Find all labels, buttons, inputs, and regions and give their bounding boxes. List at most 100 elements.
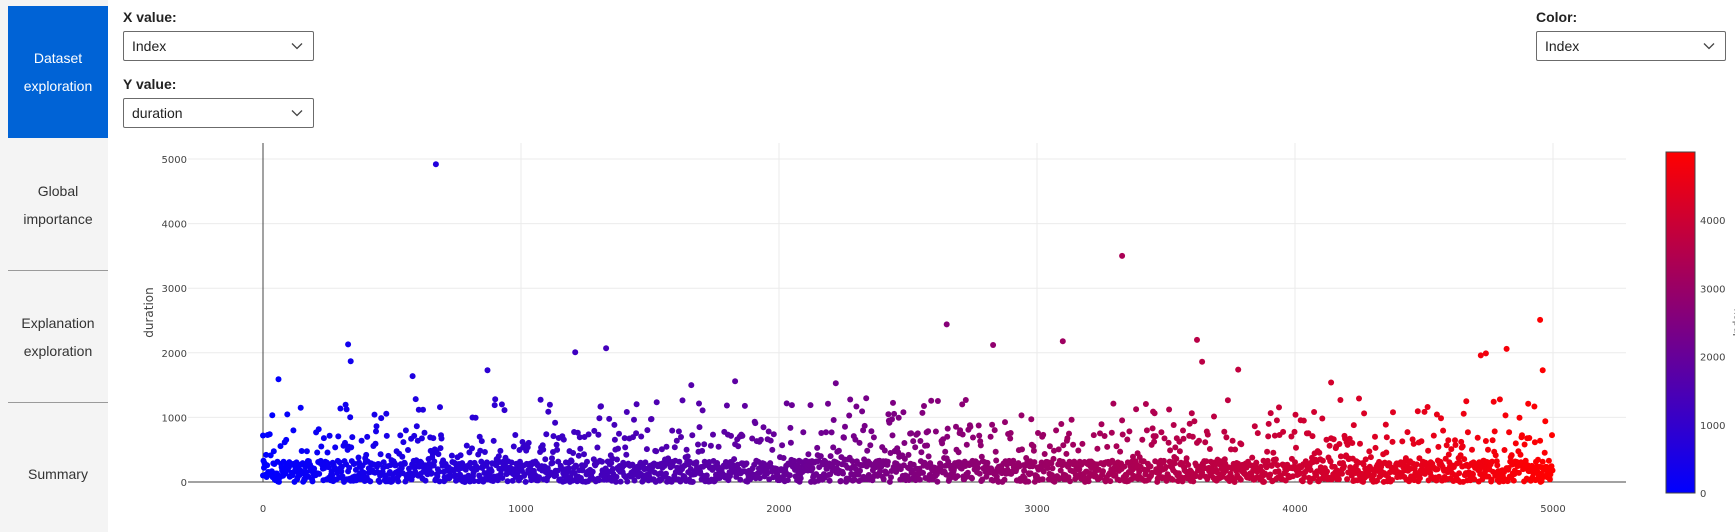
data-point	[1438, 415, 1444, 422]
data-point	[739, 432, 746, 439]
data-point	[560, 436, 567, 443]
data-point	[990, 477, 997, 484]
data-point	[1107, 478, 1114, 485]
data-point	[1516, 414, 1523, 421]
data-point	[1327, 458, 1334, 465]
data-point	[1204, 431, 1211, 438]
data-point	[631, 416, 637, 423]
data-point	[318, 443, 325, 450]
data-point	[797, 475, 804, 482]
nav-dataset-exploration[interactable]: Dataset exploration	[8, 6, 108, 138]
data-point	[964, 469, 971, 476]
data-point	[969, 475, 975, 482]
data-point	[1031, 459, 1038, 466]
data-point	[787, 439, 794, 446]
data-point	[1075, 447, 1082, 454]
data-point	[1185, 461, 1192, 468]
data-point	[1510, 477, 1517, 484]
data-point	[613, 473, 620, 480]
data-point	[1326, 442, 1333, 449]
data-point	[303, 448, 310, 455]
data-point	[1136, 468, 1143, 475]
data-point	[1356, 395, 1362, 402]
data-point	[1030, 447, 1037, 454]
data-point	[1545, 457, 1552, 464]
nav-global-importance[interactable]: Global importance	[8, 140, 108, 270]
data-point	[779, 442, 786, 449]
data-point	[1335, 476, 1342, 483]
data-point	[1270, 449, 1277, 456]
data-point	[976, 432, 983, 439]
data-point	[900, 409, 907, 416]
data-point	[1090, 432, 1097, 439]
data-point	[653, 399, 660, 406]
data-point	[1414, 408, 1421, 415]
data-point	[1324, 468, 1330, 475]
data-point	[436, 468, 442, 475]
data-point	[348, 444, 355, 451]
y-value-dropdown[interactable]: duration	[123, 98, 314, 128]
data-point	[921, 403, 927, 409]
data-point	[658, 446, 665, 453]
data-point	[938, 463, 944, 470]
data-point	[1425, 447, 1432, 454]
data-point	[335, 433, 342, 440]
data-point	[1176, 448, 1183, 455]
data-point	[1280, 428, 1287, 435]
data-point	[1489, 437, 1496, 444]
data-point	[498, 401, 505, 408]
data-point	[1007, 430, 1014, 436]
data-point	[684, 453, 691, 460]
data-point	[315, 426, 322, 433]
data-point	[944, 433, 951, 440]
data-point	[463, 442, 470, 449]
data-point	[413, 423, 420, 430]
color-dropdown[interactable]: Index	[1536, 31, 1726, 61]
data-point	[1121, 463, 1128, 470]
data-point	[1267, 471, 1274, 478]
data-point	[432, 161, 439, 168]
data-point	[1199, 358, 1206, 365]
x-value-dropdown[interactable]: Index	[123, 31, 314, 61]
data-point	[1512, 440, 1519, 447]
data-point	[611, 421, 618, 428]
data-point	[688, 382, 695, 389]
data-point	[1027, 470, 1034, 477]
data-point	[967, 423, 974, 430]
data-point	[472, 414, 479, 421]
data-point	[992, 448, 999, 455]
data-point	[336, 459, 343, 466]
data-point	[631, 477, 638, 484]
data-point	[1537, 437, 1544, 444]
data-point	[1249, 454, 1256, 461]
data-point	[477, 447, 484, 454]
data-point	[342, 439, 348, 446]
data-point	[436, 478, 443, 485]
nav-explanation-exploration[interactable]: Explanation exploration	[8, 272, 108, 402]
data-point	[325, 464, 332, 471]
data-point	[1330, 436, 1337, 443]
data-point	[552, 419, 559, 426]
data-point	[1367, 454, 1374, 461]
data-point	[1030, 443, 1037, 450]
data-point	[400, 439, 407, 446]
data-point	[817, 453, 824, 460]
data-point	[1264, 448, 1271, 455]
data-point	[504, 478, 511, 485]
data-point	[1440, 427, 1447, 434]
data-point	[297, 404, 304, 411]
data-point	[478, 438, 485, 445]
data-point	[1119, 431, 1126, 438]
data-point	[852, 436, 859, 443]
data-point	[1542, 418, 1549, 425]
data-point	[270, 448, 277, 455]
data-point	[512, 432, 519, 438]
nav-summary[interactable]: Summary	[8, 404, 108, 508]
colorbar-tick-label: 4000	[1700, 216, 1725, 227]
data-point	[1409, 436, 1416, 443]
data-point	[1416, 475, 1423, 482]
data-point	[1404, 429, 1411, 436]
data-point	[1202, 439, 1209, 446]
colorbar-title: Index	[1732, 309, 1735, 337]
